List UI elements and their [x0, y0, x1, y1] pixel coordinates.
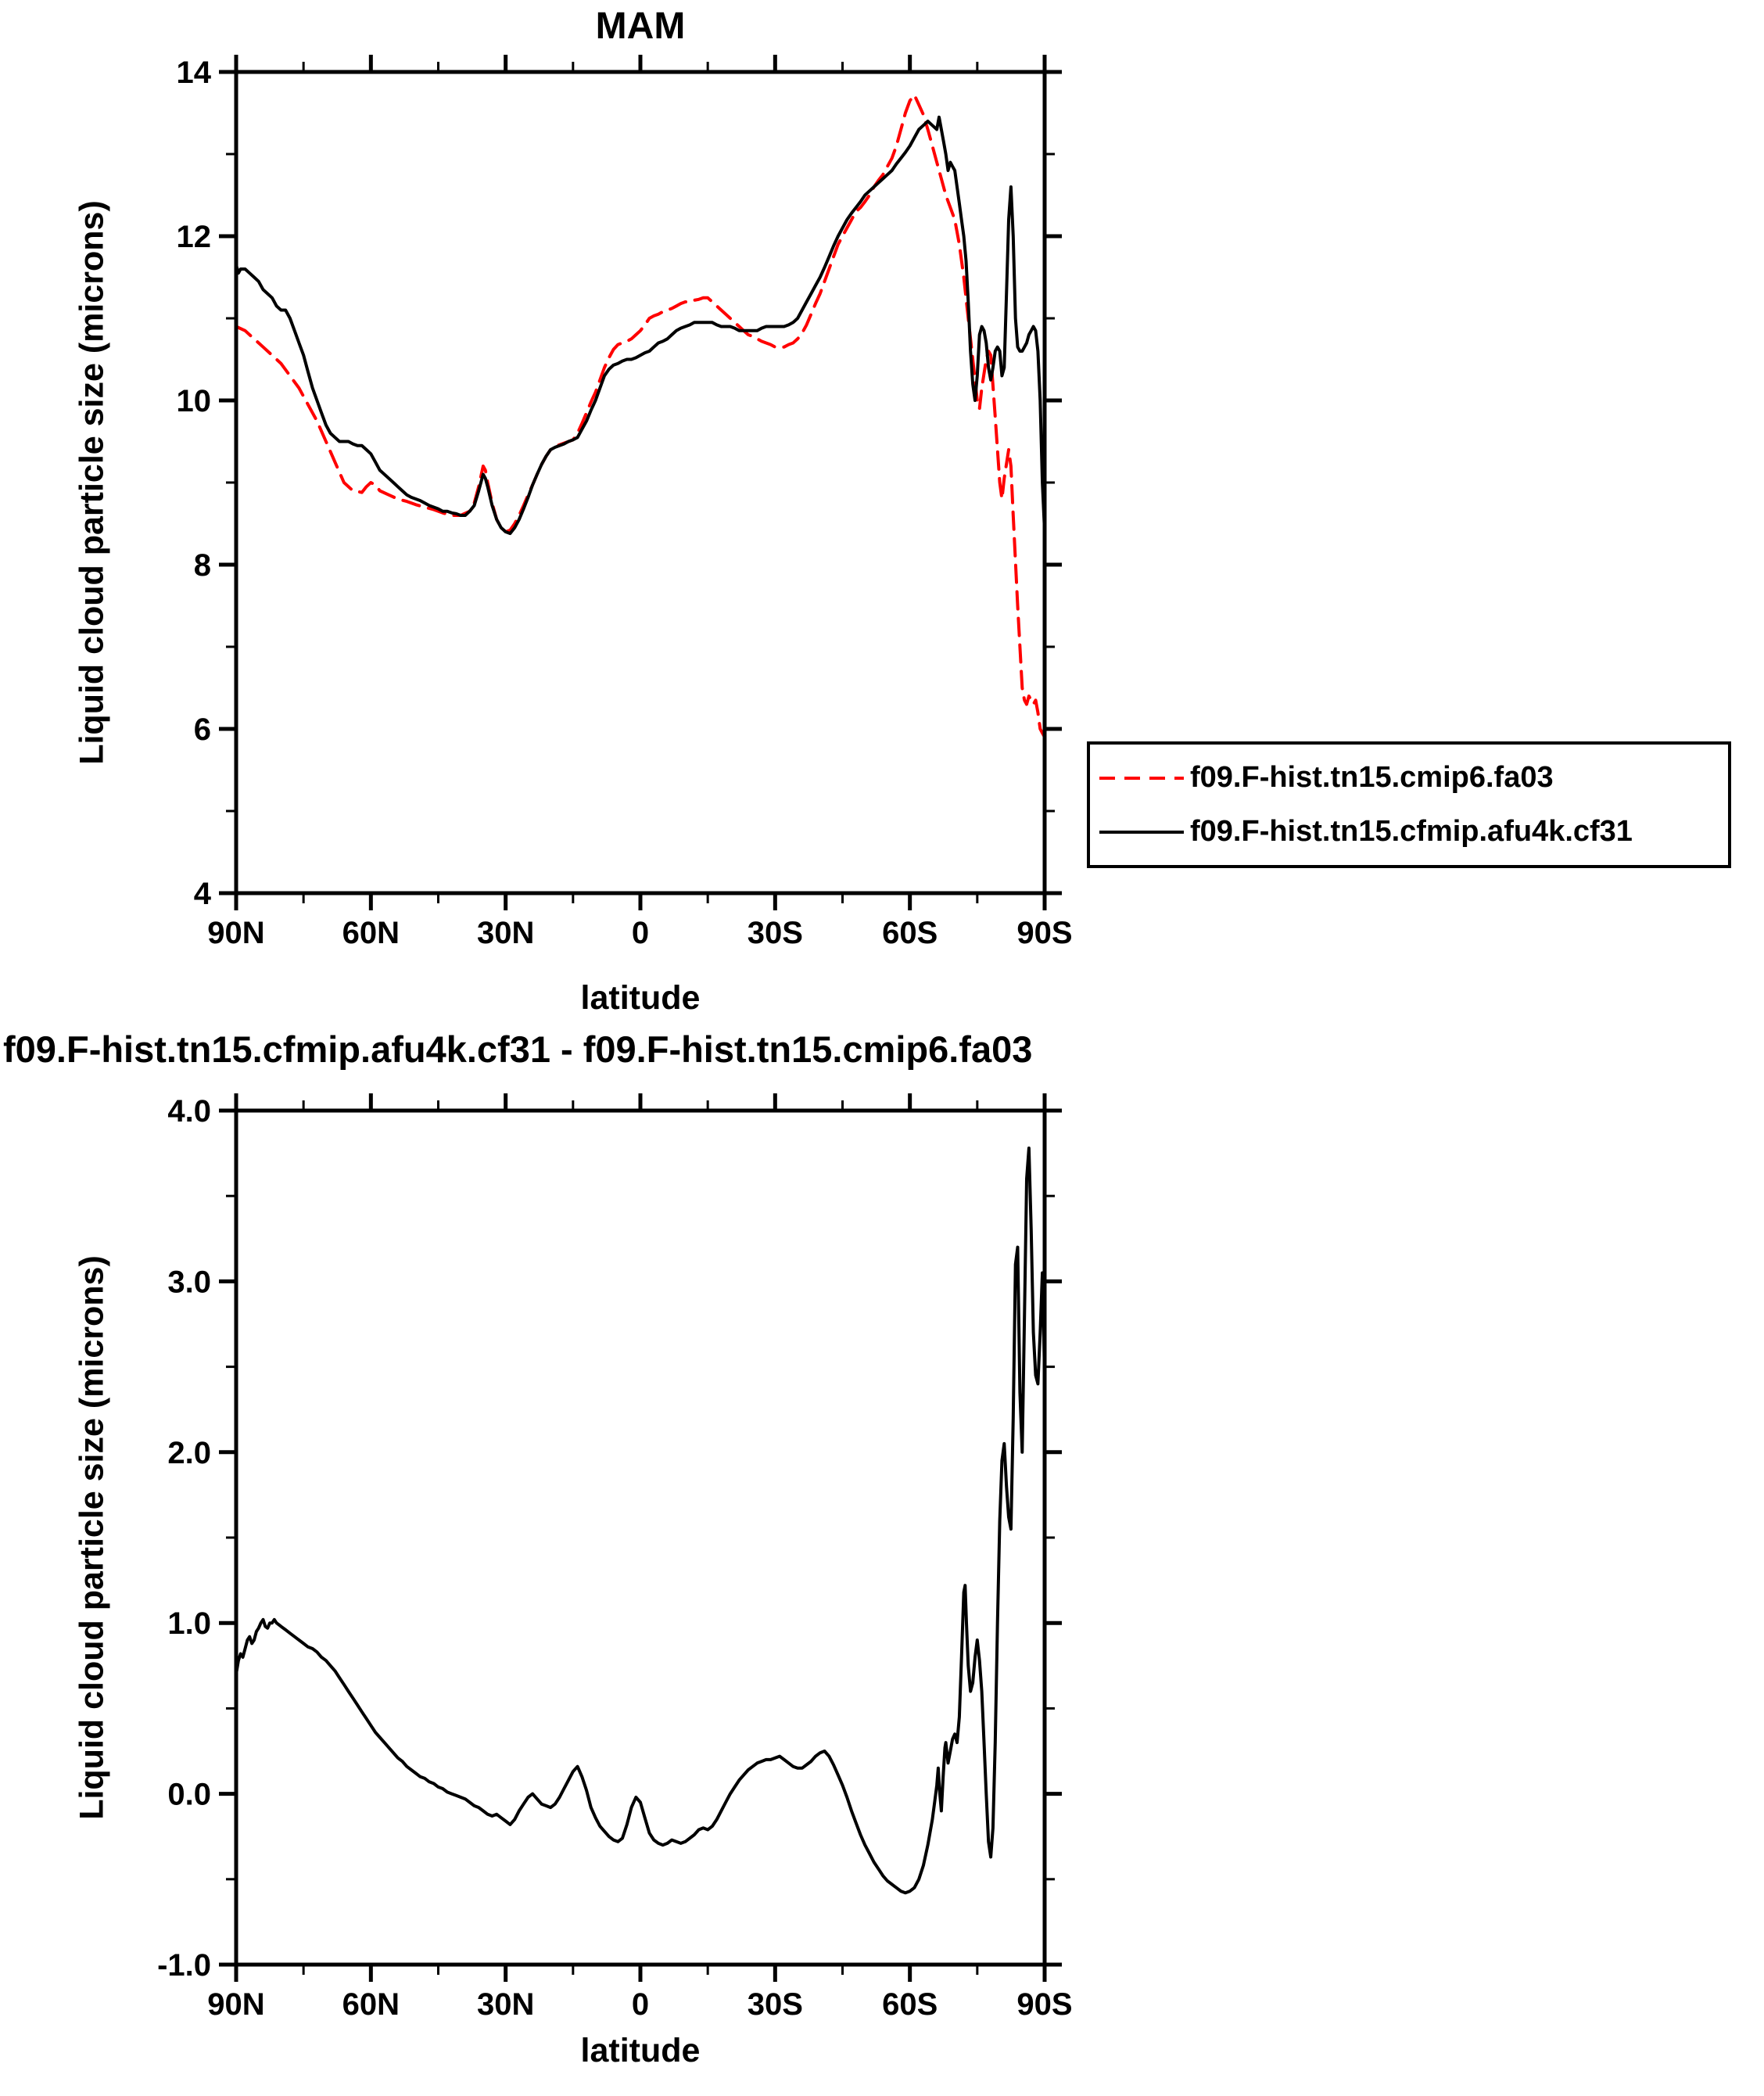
y-tick-label: 1.0	[167, 1606, 211, 1641]
y-tick-label: 3.0	[167, 1265, 211, 1299]
difference-chart-y-axis-label: Liquid cloud particle size (microns)	[73, 1255, 111, 1820]
difference-chart-x-axis-label: latitude	[580, 2032, 701, 2069]
x-tick-label: 0	[632, 916, 649, 950]
y-tick-label: 14	[177, 56, 212, 90]
chart-mam: 90N 60N 30N 0 30S 60S 90S 4 6 8 10 12 14	[177, 55, 1073, 950]
legend-label: f09.F-hist.tn15.cfmip.afu4k.cf31	[1190, 815, 1633, 848]
x-tick-label: 90S	[1016, 916, 1072, 950]
legend-label: f09.F-hist.tn15.cmip6.fa03	[1190, 761, 1554, 794]
x-tick-label: 30S	[748, 916, 803, 950]
x-tick-label: 0	[632, 1987, 649, 2022]
x-tick-label: 30S	[748, 1987, 803, 2022]
x-tick-label: 90N	[207, 1987, 264, 2022]
y-tick-label: 0.0	[167, 1778, 211, 1812]
x-tick-label: 60S	[882, 1987, 938, 2022]
legend-entry-cfmip-afu4k-cf31: f09.F-hist.tn15.cfmip.afu4k.cf31	[1098, 815, 1720, 849]
x-tick-label: 30N	[477, 916, 534, 950]
black-solid-line-icon	[1099, 830, 1184, 834]
plot-frame	[234, 1108, 1047, 1967]
chart-difference: 90N 60N 30N 0 30S 60S 90S -1.0 0.0 1.0 2.0 3.0 4.0	[157, 1093, 1073, 2022]
y-tick-label: 4	[194, 877, 212, 911]
red-dashed-line-icon	[1099, 776, 1184, 780]
y-tick-label: 2.0	[167, 1436, 211, 1470]
y-tick-label: 6	[194, 712, 211, 747]
y-tick-label: 10	[177, 384, 212, 418]
plot-frame	[234, 70, 1047, 895]
x-tick-label: 60N	[342, 1987, 400, 2022]
legend-entry-cmip6-fa03: f09.F-hist.tn15.cmip6.fa03	[1098, 761, 1720, 795]
x-tick-label: 90S	[1016, 1987, 1072, 2022]
top-chart-y-axis-label: Liquid cloud particle size (microns)	[73, 200, 111, 765]
top-chart-title: MAM	[595, 5, 686, 47]
y-tick-label: 8	[194, 548, 211, 583]
series-line	[235, 93, 1046, 739]
series-line	[235, 1147, 1046, 1895]
y-tick-label: 12	[177, 220, 212, 254]
legend: f09.F-hist.tn15.cmip6.fa03 f09.F-hist.tn…	[1087, 741, 1731, 868]
x-tick-label: 30N	[477, 1987, 534, 2022]
difference-chart-title: f09.F-hist.tn15.cfmip.afu4k.cf31 - f09.F…	[3, 1028, 1033, 1070]
series-line	[235, 115, 1046, 536]
y-tick-label: -1.0	[157, 1948, 211, 1983]
x-tick-label: 60S	[882, 916, 938, 950]
x-tick-label: 60N	[342, 916, 400, 950]
x-tick-label: 90N	[207, 916, 264, 950]
y-tick-label: 4.0	[167, 1094, 211, 1129]
top-chart-x-axis-label: latitude	[580, 979, 701, 1017]
